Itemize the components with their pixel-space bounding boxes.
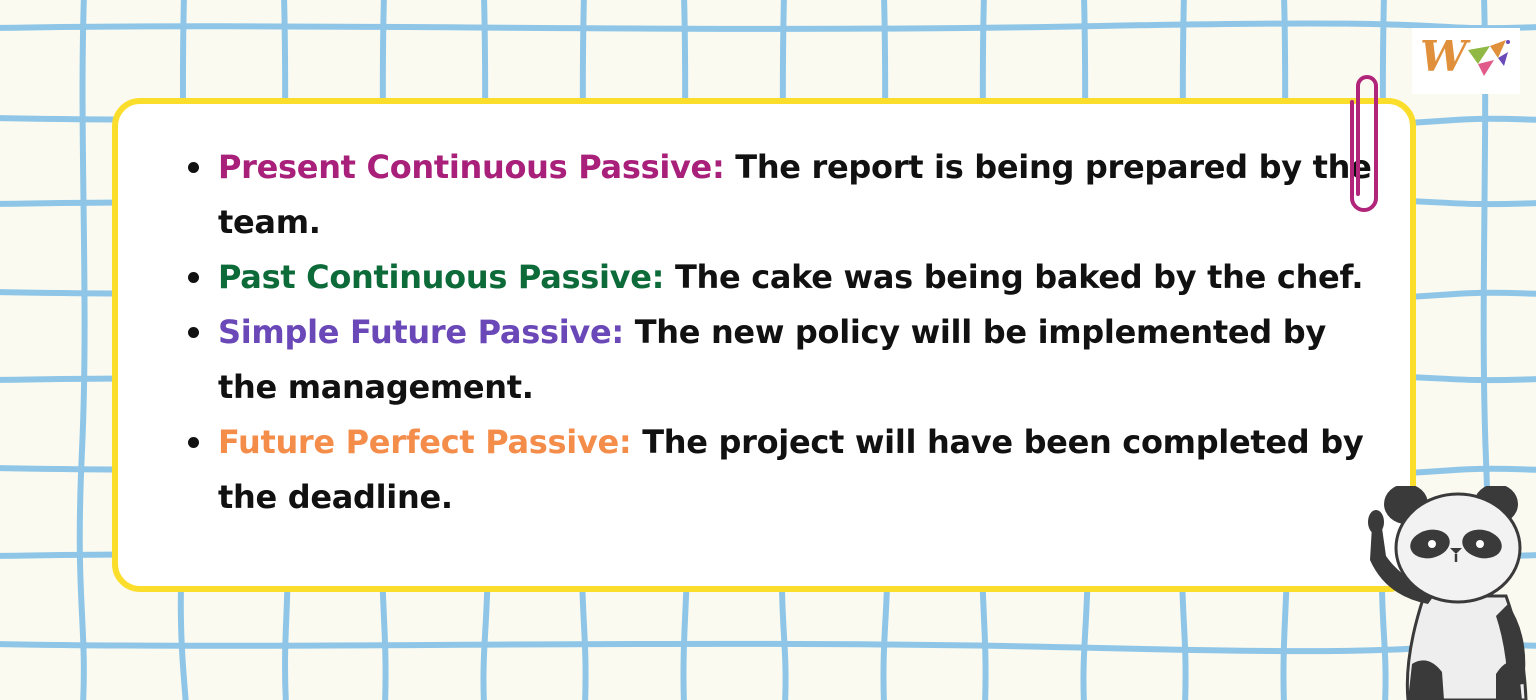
logo-letter: W (1420, 32, 1468, 81)
bullet-icon (188, 162, 199, 173)
list-item: Present Continuous Passive: The report i… (188, 140, 1388, 250)
paperclip-icon (1350, 75, 1378, 212)
bullet-list: Present Continuous Passive: The report i… (188, 140, 1388, 525)
logo-mark-icon (1468, 40, 1510, 76)
list-item: Past Continuous Passive: The cake was be… (188, 250, 1388, 305)
item-term: Past Continuous Passive: (218, 258, 665, 296)
panda-icon (1368, 486, 1528, 700)
item-term: Present Continuous Passive: (218, 148, 725, 186)
content-card: Present Continuous Passive: The report i… (112, 98, 1416, 592)
item-text: The project will have been completed by … (218, 423, 1364, 516)
item-text: The new policy will be implemented by th… (218, 313, 1326, 406)
item-text: The report is being prepared by the team… (218, 148, 1372, 241)
brand-logo: W (1412, 28, 1520, 94)
bullet-icon (188, 327, 199, 338)
list-item: Future Perfect Passive: The project will… (188, 415, 1388, 525)
bullet-icon (188, 437, 199, 448)
item-term: Simple Future Passive: (218, 313, 624, 351)
item-text: The cake was being baked by the chef. (674, 258, 1364, 296)
list-item: Simple Future Passive: The new policy wi… (188, 305, 1388, 415)
bullet-icon (188, 272, 199, 283)
item-term: Future Perfect Passive: (218, 423, 632, 461)
